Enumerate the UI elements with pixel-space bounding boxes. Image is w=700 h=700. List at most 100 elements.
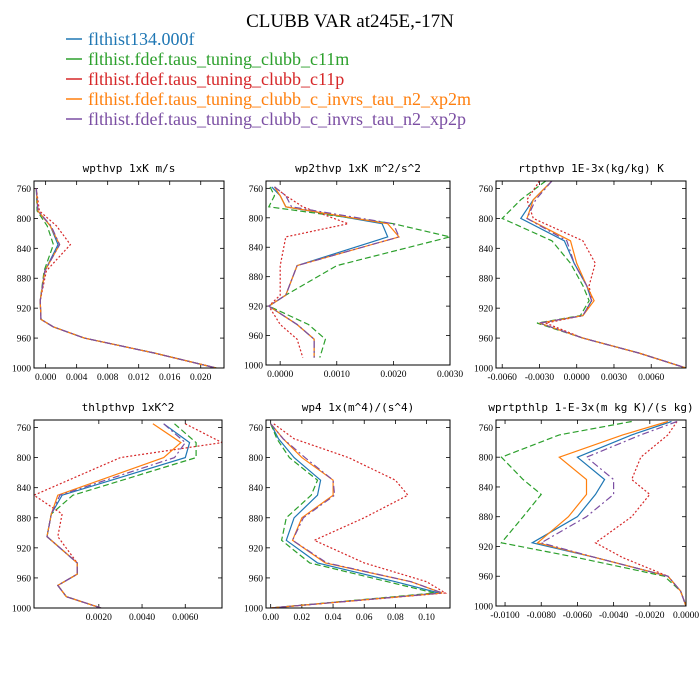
y-tick-label: 840 [249, 484, 264, 494]
x-tick-label: 0.008 [97, 373, 119, 383]
series-line [536, 420, 686, 606]
y-tick-label: 760 [249, 424, 264, 434]
x-tick-label: -0.0080 [527, 611, 557, 621]
x-tick-label: 0.0040 [129, 613, 155, 623]
panel: rtpthvp 1E-3x(kg/kg) K 760 800 840 880 920 960… [474, 162, 687, 383]
legend-label: flthist.fdef.taus_tuning_clubb_c_invrs_t… [88, 89, 471, 109]
legend-entry: flthist.fdef.taus_tuning_clubb_c_invrs_t… [66, 89, 471, 109]
y-tick-label: 880 [17, 275, 32, 285]
series-line [594, 421, 686, 606]
series-group [34, 423, 222, 608]
series-line [46, 423, 197, 608]
x-tick-label: 0.004 [66, 373, 88, 383]
series-line [270, 423, 443, 608]
x-tick-label: 0.0000 [673, 611, 699, 621]
series-group [501, 181, 686, 368]
plot-frame [495, 419, 687, 607]
panel-title: thlpthvp 1xK^2 [82, 401, 175, 414]
y-tick-label: 920 [249, 544, 264, 554]
y-tick-label: 840 [17, 245, 32, 255]
legend-label: flthist.fdef.taus_tuning_clubb_c11p [88, 69, 344, 89]
panel-title: wp4 1x(m^4)/(s^4) [302, 401, 415, 414]
x-tick-label: 0.02 [294, 613, 311, 623]
panel: wprtpthlp 1-E-3x(m kg K)/(s kg) 760 800 840… [474, 401, 699, 621]
series-line [267, 186, 450, 358]
y-tick-label: 800 [479, 454, 494, 464]
y-tick-label: 960 [479, 573, 494, 583]
series-line [267, 186, 400, 358]
x-tick-label: 0.06 [356, 613, 373, 623]
x-tick-label: -0.0020 [635, 611, 665, 621]
y-tick-label: 760 [479, 185, 494, 195]
series-group [500, 420, 686, 606]
y-tick-label: 960 [17, 335, 32, 345]
y-tick-label: 920 [479, 305, 494, 315]
x-tick-label: 0.016 [159, 373, 181, 383]
legend-entry: flthist.fdef.taus_tuning_clubb_c_invrs_t… [66, 109, 466, 129]
y-tick-label: 760 [249, 185, 264, 195]
y-tick-label: 880 [249, 514, 264, 524]
y-tick-label: 960 [17, 574, 32, 584]
y-tick-label: 920 [17, 544, 32, 554]
legend-label: flthist134.000f [88, 29, 195, 49]
y-tick-label: 800 [249, 214, 264, 224]
y-tick-label: 760 [17, 185, 32, 195]
x-tick-label: -0.0060 [563, 611, 593, 621]
panel-title: rtpthvp 1E-3x(kg/kg) K [518, 162, 664, 175]
y-tick-label: 760 [17, 424, 32, 434]
x-tick-label: 0.012 [128, 373, 150, 383]
y-tick-label: 840 [479, 483, 494, 493]
y-tick-label: 1000 [12, 605, 31, 615]
series-line [46, 423, 191, 608]
y-tick-label: 1000 [474, 365, 493, 375]
series-line [500, 420, 686, 606]
x-tick-label: -0.0060 [488, 373, 518, 383]
x-tick-label: 0.0020 [86, 613, 112, 623]
series-line [46, 423, 187, 608]
series-group [267, 186, 450, 358]
y-tick-label: 920 [17, 305, 32, 315]
plot-frame [33, 180, 225, 369]
x-tick-label: 0.0060 [638, 373, 664, 383]
panel: wp4 1x(m^4)/(s^4)76080084088092096010000… [244, 401, 451, 623]
series-line [526, 181, 686, 368]
plot-frame [265, 180, 451, 366]
legend-label: flthist.fdef.taus_tuning_clubb_c_invrs_t… [88, 109, 466, 129]
y-tick-label: 880 [479, 275, 494, 285]
x-tick-label: 0.0030 [437, 370, 463, 380]
y-tick-label: 800 [479, 215, 494, 225]
x-tick-label: 0.0060 [172, 613, 198, 623]
plot-frame [265, 419, 451, 609]
series-line [270, 423, 440, 608]
x-tick-label: -0.0040 [599, 611, 629, 621]
x-tick-label: -0.0030 [525, 373, 555, 383]
x-tick-label: 0.04 [325, 613, 342, 623]
series-line [526, 181, 686, 368]
y-tick-label: 1000 [474, 603, 493, 613]
panel: thlpthvp 1xK^2 760 800 840 880 920 960 1000 0.00… [12, 401, 223, 623]
series-line [270, 423, 448, 608]
x-tick-label: 0.0020 [380, 370, 406, 380]
y-tick-label: 1000 [12, 365, 31, 375]
panels: wpthvp 1xK m/s76080084088092096010000.00… [12, 162, 699, 623]
x-tick-label: 0.000 [35, 373, 57, 383]
y-tick-label: 800 [249, 454, 264, 464]
series-line [519, 181, 686, 368]
y-tick-label: 840 [17, 484, 32, 494]
y-tick-label: 880 [249, 273, 264, 283]
series-line [35, 188, 217, 368]
legend-entry: flthist.fdef.taus_tuning_clubb_c11p [66, 69, 344, 89]
plot-frame [495, 180, 687, 369]
series-group [35, 188, 217, 368]
y-tick-label: 800 [17, 215, 32, 225]
panel: wp2thvp 1xK m^2/s^2 760 800 840 880 920 960 100… [244, 162, 463, 380]
y-tick-label: 920 [479, 543, 494, 553]
legend: flthist134.000f flthist.fdef.taus_tuning_… [66, 29, 471, 129]
y-tick-label: 920 [249, 303, 264, 313]
series-line [35, 188, 217, 368]
y-tick-label: 1000 [244, 605, 263, 615]
figure-title: CLUBB VAR at245E,-17N [246, 11, 454, 32]
series-line [526, 181, 686, 368]
series-line [35, 188, 217, 368]
